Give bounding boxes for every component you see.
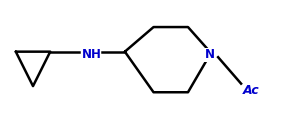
- Text: N: N: [205, 48, 215, 61]
- Text: NH: NH: [82, 48, 102, 61]
- Text: Ac: Ac: [243, 84, 259, 97]
